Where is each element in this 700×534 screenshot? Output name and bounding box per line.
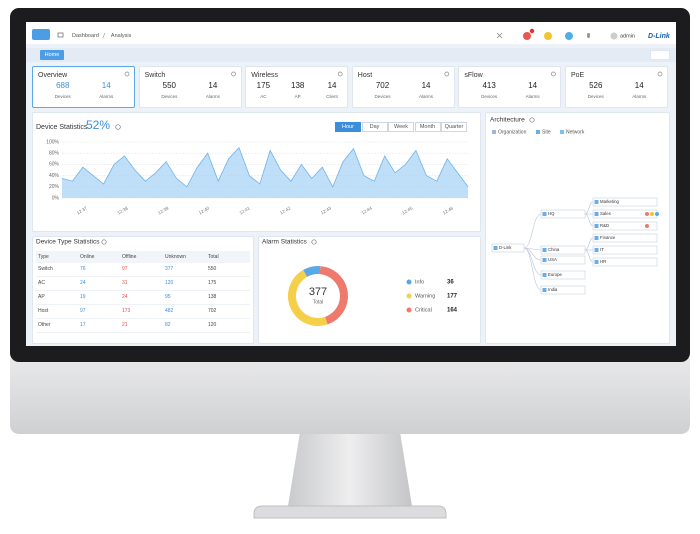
table-cell: 173 xyxy=(122,308,131,314)
stat-value: 413 xyxy=(482,81,496,90)
table-cell: 82 xyxy=(165,322,171,328)
card-title: PoE xyxy=(571,72,585,79)
table-cell: 31 xyxy=(122,280,128,286)
table-cell: 19 xyxy=(80,294,86,300)
table-header: Unknown xyxy=(165,254,186,260)
summary-card[interactable]: Host 702 Devices 14 Alarms xyxy=(351,66,455,108)
stat-value: 14 xyxy=(421,81,431,90)
menu-button[interactable] xyxy=(32,29,50,40)
table-row-line xyxy=(36,290,250,291)
range-button[interactable]: Month xyxy=(414,122,441,132)
stat-label: Client xyxy=(326,94,338,99)
stat-label: Alarms xyxy=(205,94,220,99)
stat-value: 14 xyxy=(208,81,218,90)
table-cell: 550 xyxy=(208,266,217,272)
monitor-chin xyxy=(10,358,690,434)
range-button[interactable]: Quarter xyxy=(441,122,467,132)
table-cell: Other xyxy=(38,322,51,328)
stat-label: Alarms xyxy=(632,94,647,99)
card-title: Wireless xyxy=(251,72,279,79)
stand-neck xyxy=(288,432,412,506)
stat-value: 14 xyxy=(327,81,337,90)
table-row-line xyxy=(36,332,250,333)
table-row-line xyxy=(36,318,250,319)
tab[interactable]: Home xyxy=(40,50,64,60)
card-title: Host xyxy=(357,72,373,79)
table-cell: 377 xyxy=(165,266,174,272)
table-row-line xyxy=(36,304,250,305)
card-title: sFlow xyxy=(464,72,483,79)
stat-label: Devices xyxy=(587,94,604,99)
tab-controls xyxy=(650,50,670,60)
summary-card[interactable]: Wireless 175 AC 138 AP 14 Client xyxy=(245,66,349,108)
stat-value: 175 xyxy=(256,81,271,90)
table-cell: 120 xyxy=(165,280,174,286)
alarm-panel xyxy=(258,236,481,344)
table-header: Total xyxy=(208,254,219,260)
stat-value: 14 xyxy=(101,81,111,90)
table-cell: 17 xyxy=(80,322,86,328)
table-cell: 95 xyxy=(165,294,171,300)
stat-value: 14 xyxy=(528,81,538,90)
stat-label: Devices xyxy=(161,94,178,99)
table-cell: 97 xyxy=(80,308,86,314)
table-header-bg xyxy=(36,251,250,263)
table-cell: 21 xyxy=(122,322,128,328)
stat-label: Devices xyxy=(374,94,391,99)
stat-value: 526 xyxy=(589,81,603,90)
table-cell: 138 xyxy=(208,294,217,300)
stat-value: 688 xyxy=(56,81,70,90)
summary-card[interactable]: Switch 550 Devices 14 Alarms xyxy=(138,66,242,108)
stat-label: Alarms xyxy=(99,94,114,99)
table-cell: 76 xyxy=(80,266,86,272)
table-row-line xyxy=(36,276,250,277)
card-title: Overview xyxy=(38,72,68,79)
stat-label: Devices xyxy=(54,94,71,99)
table-cell: AP xyxy=(38,294,45,300)
range-button[interactable]: Day xyxy=(361,122,388,132)
stat-value: 550 xyxy=(162,81,177,90)
table-header: Online xyxy=(80,254,95,260)
architecture-panel xyxy=(485,112,670,344)
stat-label: Alarms xyxy=(419,94,434,99)
stat-value: 14 xyxy=(634,81,644,90)
range-button[interactable]: Hour xyxy=(335,122,361,132)
range-button[interactable]: Week xyxy=(388,122,414,132)
summary-card[interactable]: sFlow 413 Devices 14 Alarms xyxy=(458,66,562,108)
tab-bar xyxy=(26,48,676,62)
stat-value: 138 xyxy=(291,81,305,90)
card-title: Switch xyxy=(144,72,166,79)
stat-label: Alarms xyxy=(525,94,540,99)
table-cell: Switch xyxy=(38,266,53,272)
stand-base xyxy=(253,505,447,519)
table-cell: 702 xyxy=(208,308,217,314)
table-cell: Host xyxy=(38,308,49,314)
table-cell: 24 xyxy=(122,294,128,300)
summary-card[interactable]: Overview 688 Devices 14 Alarms xyxy=(32,66,135,108)
table-cell: 175 xyxy=(208,280,217,286)
stat-label: AP xyxy=(294,94,301,99)
top-bar xyxy=(26,22,676,44)
table-header: Offline xyxy=(122,254,137,260)
table-cell: AC xyxy=(38,280,45,286)
table-header: Type xyxy=(38,254,49,260)
table-cell: 482 xyxy=(165,308,174,314)
stat-label: Devices xyxy=(481,94,498,99)
table-cell: 24 xyxy=(80,280,86,286)
table-cell: 120 xyxy=(208,322,217,328)
stat-label: AC xyxy=(260,94,267,99)
table-cell: 97 xyxy=(122,266,128,272)
summary-card[interactable]: PoE 526 Devices 14 Alarms xyxy=(565,66,668,108)
stat-value: 702 xyxy=(375,81,390,90)
